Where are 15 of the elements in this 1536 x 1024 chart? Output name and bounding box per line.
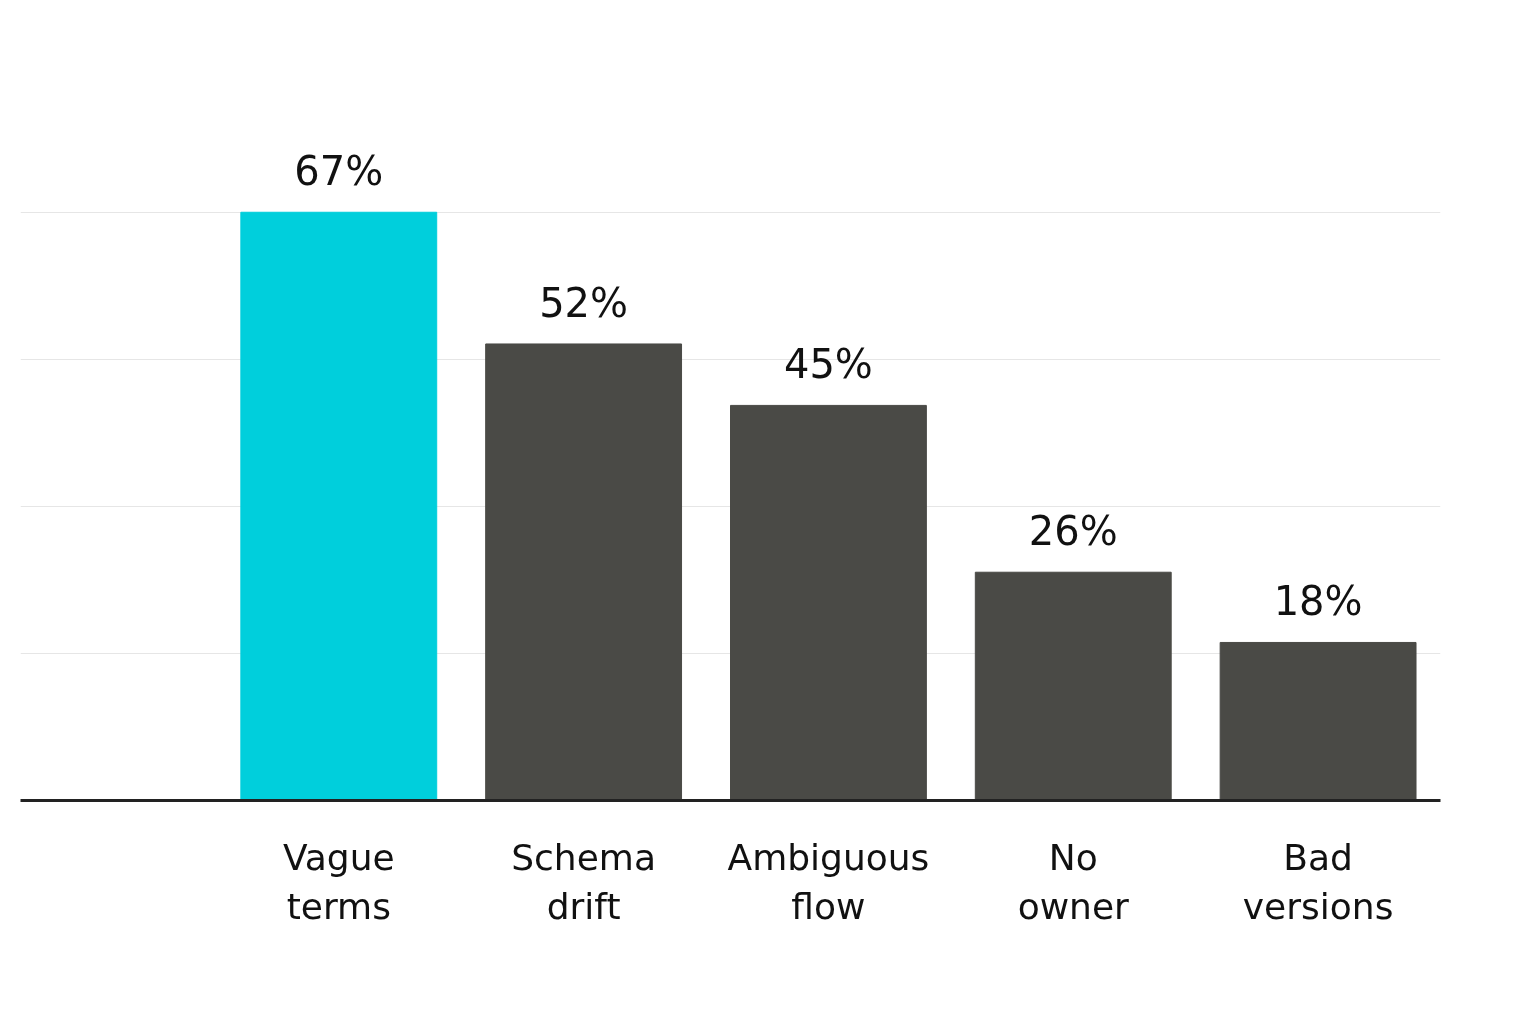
x-tick-label: Ambiguous flow (727, 836, 930, 927)
x-tick-label: Vague terms (282, 836, 395, 927)
data-label: 45% (783, 341, 873, 388)
data-label: 52% (539, 279, 629, 326)
bar (485, 343, 683, 801)
bar (730, 404, 927, 801)
data-label: 26% (1028, 508, 1118, 555)
data-label: 18% (1273, 578, 1363, 625)
x-tick-label: Bad versions (1242, 836, 1394, 927)
x-tick-label: No owner (1017, 836, 1130, 927)
bar (240, 211, 438, 801)
data-label: 67% (294, 148, 384, 195)
bar (974, 571, 1172, 801)
x-tick-label: Schema drift (511, 836, 656, 927)
bar (1219, 641, 1417, 801)
